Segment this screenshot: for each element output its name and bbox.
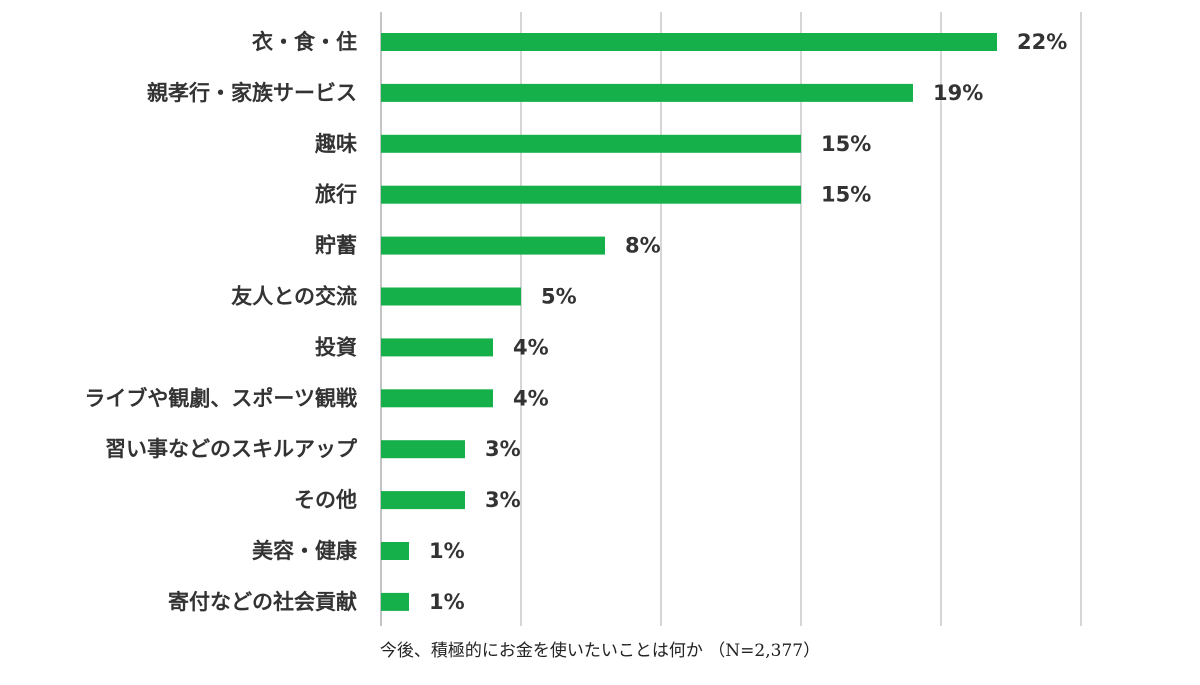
category-label: 旅行 xyxy=(315,183,357,207)
bar xyxy=(381,338,493,357)
bar xyxy=(381,185,801,204)
category-label: 趣味 xyxy=(314,132,357,156)
category-label: 美容・健康 xyxy=(252,539,358,563)
category-label: 習い事などのスキルアップ xyxy=(105,437,358,461)
bar xyxy=(381,592,409,611)
category-label: ライブや観劇、スポーツ観戦 xyxy=(84,386,357,410)
bar xyxy=(381,491,465,510)
data-label: 19% xyxy=(933,81,983,105)
chart-caption: 今後、積極的にお金を使いたいことは何か （N=2,377） xyxy=(379,641,821,661)
bar-chart-svg: 衣・食・住 22% 親孝行・家族サービス 19% 趣味 15% 旅行 15% 貯蓄 8% 友人との交… xyxy=(84,12,1082,626)
bar xyxy=(381,440,465,459)
category-label: 親孝行・家族サービス xyxy=(147,81,357,105)
data-label: 1% xyxy=(429,590,465,614)
data-label: 3% xyxy=(485,488,521,512)
data-label: 1% xyxy=(429,539,465,563)
data-label: 3% xyxy=(485,437,521,461)
bar xyxy=(381,542,409,560)
bar xyxy=(381,236,605,255)
data-label: 5% xyxy=(541,285,577,309)
bar xyxy=(381,83,913,102)
data-label: 15% xyxy=(821,183,871,207)
data-label: 8% xyxy=(625,234,661,258)
bar xyxy=(381,33,997,51)
data-label: 4% xyxy=(513,335,549,359)
data-label: 15% xyxy=(821,132,871,156)
category-label: 投資 xyxy=(315,335,357,359)
category-label: 貯蓄 xyxy=(315,234,357,258)
bar xyxy=(381,287,521,306)
data-label: 22% xyxy=(1017,30,1067,54)
category-label: 衣・食・住 xyxy=(252,30,357,54)
bar xyxy=(381,134,801,153)
category-label: 寄付などの社会貢献 xyxy=(168,590,357,614)
category-label: 友人との交流 xyxy=(231,285,357,309)
bar xyxy=(381,389,493,408)
category-label: その他 xyxy=(294,488,357,512)
data-label: 4% xyxy=(513,386,549,410)
